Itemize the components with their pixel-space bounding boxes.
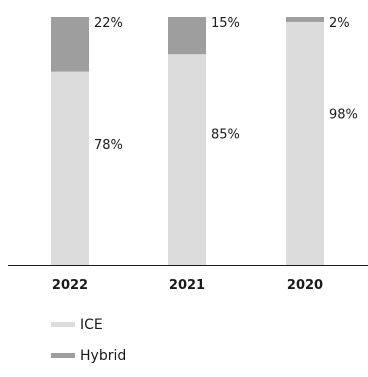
- legend-item-hybrid: Hybrid: [51, 346, 126, 365]
- data-label-hybrid-2020: 2%: [329, 16, 350, 31]
- legend-label-ice: ICE: [80, 316, 103, 333]
- stacked-bar-chart: 78% 22% 2022 85% 15% 2021 98% 2% 2020: [8, 16, 368, 293]
- data-label-ice-2022: 78%: [94, 138, 123, 153]
- bar-ice-2021: [168, 54, 206, 266]
- x-tick-label-2021: 2021: [169, 278, 205, 293]
- x-tick-label-2022: 2022: [52, 278, 88, 293]
- bar-ice-2022: [51, 71, 89, 265]
- data-label-ice-2021: 85%: [211, 127, 240, 142]
- legend-label-hybrid: Hybrid: [80, 347, 127, 364]
- data-label-hybrid-2022: 22%: [94, 16, 123, 31]
- data-label-hybrid-2021: 15%: [211, 16, 240, 31]
- data-label-ice-2020: 98%: [329, 107, 358, 122]
- legend: ICE Hybrid: [51, 315, 126, 377]
- bar-ice-2020: [286, 21, 324, 266]
- bar-hybrid-2021: [168, 17, 206, 55]
- bar-hybrid-2020: [286, 17, 324, 22]
- legend-item-ice: ICE: [51, 315, 126, 334]
- legend-swatch-ice: [51, 322, 75, 327]
- legend-swatch-hybrid: [51, 353, 75, 358]
- x-tick-label-2020: 2020: [287, 278, 323, 293]
- bar-hybrid-2022: [51, 17, 89, 72]
